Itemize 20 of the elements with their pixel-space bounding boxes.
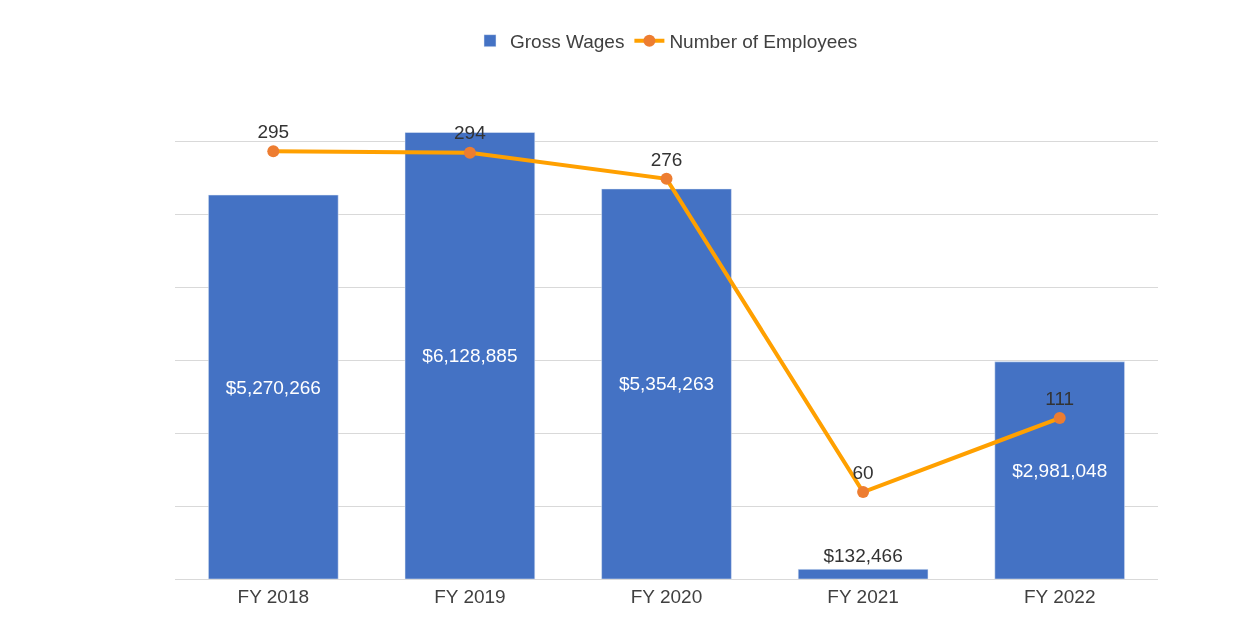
legend-label: Number of Employees	[669, 31, 858, 53]
x-tick-label: FY 2020	[630, 585, 703, 607]
data-label: $6,128,885	[422, 345, 518, 367]
data-label: $5,270,266	[225, 376, 321, 398]
x-tick-label: FY 2019	[434, 585, 506, 607]
data-label: 276	[650, 148, 683, 170]
legend-label: Gross Wages	[510, 31, 625, 53]
data-label: $5,354,263	[618, 373, 715, 395]
x-tick-label: FY 2018	[237, 585, 310, 607]
data-label: 111	[1045, 387, 1075, 409]
bar	[797, 569, 929, 579]
bar	[601, 188, 732, 579]
bar	[994, 361, 1125, 579]
bar	[208, 194, 339, 579]
data-label: 60	[852, 461, 874, 483]
data-label: 295	[257, 121, 290, 143]
x-tick-label: FY 2021	[827, 585, 899, 607]
data-label: $2,981,048	[1012, 459, 1108, 481]
data-label: $132,466	[823, 545, 903, 567]
x-tick-label: FY 2022	[1023, 585, 1096, 607]
